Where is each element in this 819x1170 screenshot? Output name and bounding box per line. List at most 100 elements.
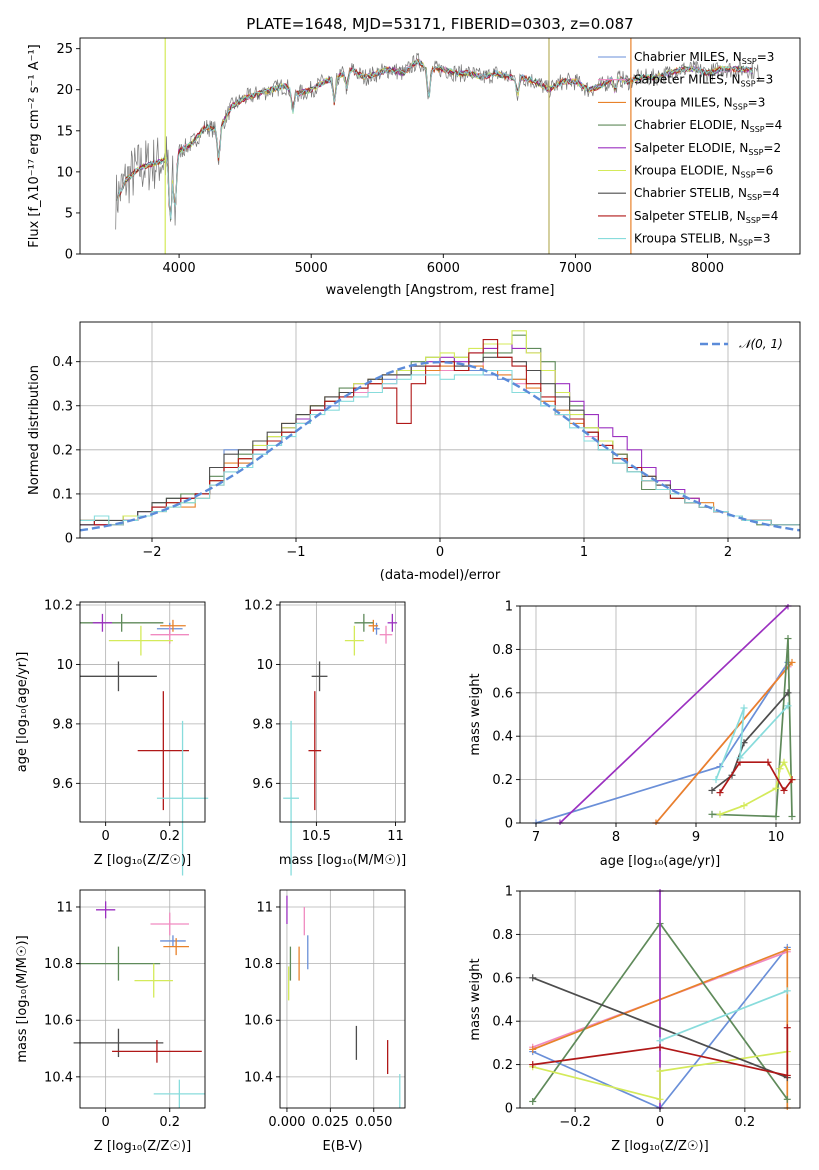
y-tick-label: 0.8 [492,643,513,658]
y-tick-label: 10 [56,165,73,180]
x-axis-label: Z [log₁₀(Z/Z☉)] [94,1139,191,1154]
axes-frame [279,601,406,823]
axes: 0 0.2 9.6 9.8 10 10.2 [44,598,206,844]
y-tick-label: 0.2 [52,443,73,458]
x-axis-label: Z [log₁₀(Z/Z☉)] [611,1139,708,1154]
grid-lines [520,605,800,824]
error-bar-chabrier-elodie [76,946,161,981]
x-tick-label: 11 [387,829,404,844]
series-salpeter-stelib [529,1024,791,1079]
y-tick-label: 0.4 [492,1015,513,1030]
y-axis-label: Normed distribution [27,365,42,495]
error-bar-salpeter-miles [150,912,189,936]
series-kroupa-stelib [712,702,792,784]
x-axis-label: Z [log₁₀(Z/Z☉)] [94,853,191,868]
x-tick-label: 0.050 [355,1115,392,1130]
gaussian-reference-curve [80,360,800,532]
grid-lines [80,602,205,822]
mass-vs-metallicity-panel: 0 0.2 10.4 10.6 10.8 11 Z [log₁₀(Z/Z☉)] mass [l… [15,889,206,1154]
x-tick-label: 1 [580,545,588,560]
plot-area [283,613,398,876]
x-tick-label: 4000 [163,261,196,276]
x-tick-label: 0 [102,1115,110,1130]
x-axis-label: (data-model)/error [380,568,501,583]
series-salpeter-stelib [716,758,796,797]
grid-lines [80,890,205,1108]
error-bar-kroupa-miles [160,619,186,632]
x-tick-label: 6000 [427,261,460,276]
mass-weight-vs-age-panel: 7 8 9 10 0 0.2 0.4 0.6 0.8 1 age [log₁₀(age/yr)] ma… [468,600,801,869]
y-tick-label: 9.6 [52,777,73,792]
legend-label-chabrier-miles: Chabrier MILES, NSSP=3 [634,50,774,66]
axes: −2 −1 0 1 2 0 0.1 0.2 0.3 0.4 [52,321,801,560]
error-bar-chabrier-elodie [354,613,374,632]
y-tick-label: 0.1 [52,487,73,502]
legend: Chabrier MILES, NSSP=3 Salpeter MILES, NS… [598,50,782,248]
error-bar-kroupa-miles [163,938,189,956]
y-tick-label: 10.6 [244,1014,273,1029]
y-tick-label: 11 [56,900,73,915]
error-bar-salpeter-elodie [387,613,398,632]
x-tick-label: −2 [142,545,161,560]
axes: 10.5 11 9.6 9.8 10 10.2 [244,598,406,844]
plot-area [73,901,205,1108]
grid-lines [280,602,405,822]
x-tick-label: 5000 [295,261,328,276]
y-tick-label: 10.6 [44,1014,73,1029]
y-tick-label: 25 [56,42,73,57]
x-axis-label: E(B-V) [322,1139,362,1154]
y-tick-label: 0 [505,817,513,832]
y-tick-label: 9.8 [252,717,273,732]
y-tick-label: 15 [56,124,73,139]
x-tick-label: 0.2 [159,1115,180,1130]
y-tick-label: 10.2 [244,598,273,613]
error-bar-chabrier-stelib [73,1028,164,1058]
figure-title: PLATE=1648, MJD=53171, FIBERID=0303, z=0… [246,15,633,33]
y-tick-label: 0.2 [492,773,513,788]
plot-area [529,889,791,1110]
y-tick-label: 0.6 [492,971,513,986]
axes: 7 8 9 10 0 0.2 0.4 0.6 0.8 1 [492,600,801,845]
y-axis-label: age [log₁₀(age/yr)] [15,652,30,773]
plot-area [286,895,401,1108]
x-tick-label: 10.5 [302,829,331,844]
model-spectrum-salpeter-stelib [116,57,754,215]
y-tick-label: 9.8 [52,717,73,732]
age-vs-metallicity-panel: 0 0.2 9.6 9.8 10 10.2 Z [log₁₀(Z/Z☉)] age [log₁… [15,598,209,876]
grid-lines [280,890,405,1108]
y-tick-label: 5 [65,206,73,221]
error-bar-kroupa-elodie [134,963,173,998]
y-tick-label: 0 [65,532,73,547]
y-tick-label: 0.3 [52,399,73,414]
axes-frame [79,889,206,1109]
series-kroupa-miles [652,658,796,825]
axes-frame [519,605,801,824]
plot-area [115,38,761,254]
plot-area [80,613,209,876]
gaussian-legend: 𝒩(0, 1) [700,337,783,351]
series-kroupa-stelib [656,987,791,1045]
error-bar-salpeter-stelib [308,691,322,811]
y-tick-label: 11 [256,900,273,915]
error-bar-kroupa-miles [368,619,379,632]
y-axis-label: mass weight [468,673,483,755]
legend-label-chabrier-elodie: Chabrier ELODIE, NSSP=4 [634,118,782,134]
x-tick-label: 0.2 [159,829,180,844]
y-tick-label: 9.6 [252,777,273,792]
x-tick-label: 9 [692,830,700,845]
legend-label-chabrier-stelib: Chabrier STELIB, NSSP=4 [634,186,780,202]
error-bar-chabrier-stelib [80,661,157,692]
y-axis-label: mass weight [468,958,483,1040]
y-tick-label: 10 [56,658,73,673]
error-bar-kroupa-elodie [108,625,173,656]
error-bar-chabrier-elodie [80,613,164,632]
error-bar-kroupa-elodie [344,625,364,656]
x-tick-label: 0.000 [268,1115,305,1130]
x-axis-label: mass [log₁₀(M/M☉)] [279,853,406,868]
legend-label-salpeter-miles: Salpeter MILES, NSSP=3 [634,73,773,89]
spectrum-panel: 4000 5000 6000 7000 8000 0 5 10 15 20 25 wavelength… [27,37,801,298]
y-tick-label: 10 [256,658,273,673]
error-bar-salpeter-stelib [137,691,189,811]
legend-label-salpeter-elodie: Salpeter ELODIE, NSSP=2 [634,141,781,157]
y-tick-label: 0.4 [52,355,73,370]
